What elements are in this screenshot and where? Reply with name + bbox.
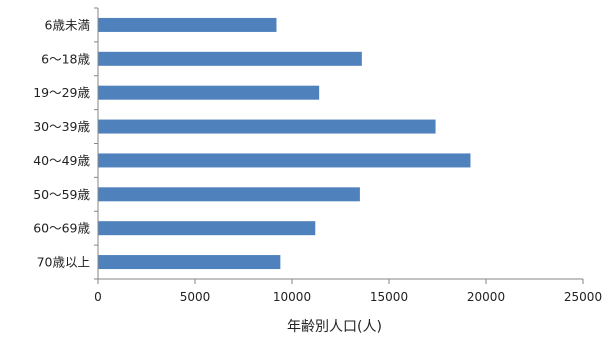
category-label: 50〜59歳 [33,187,90,202]
category-label: 19〜29歳 [33,85,90,100]
bar-4 [98,119,436,134]
category-label: 60〜69歳 [33,221,90,236]
x-tick-label: 5000 [180,290,211,304]
category-label: 70歳以上 [37,255,90,270]
x-tick-label: 0 [94,290,102,304]
x-axis-ticks [97,279,584,284]
x-tick-label: 20000 [467,290,505,304]
bar-3 [98,85,320,100]
category-label: 6歳未満 [45,17,90,32]
bar-6 [98,187,360,202]
x-tick-label: 25000 [564,290,602,304]
bar-8 [98,255,281,270]
category-labels: 6歳未満 6〜18歳 19〜29歳 30〜39歳 40〜49歳 50〜59歳 60〜69歳 7… [33,17,90,269]
x-axis-title: 年齢別人口(人) [287,319,382,335]
category-label: 6〜18歳 [41,51,90,66]
x-tick-labels: 0 5000 10000 15000 20000 25000 [94,290,602,304]
bar-1 [98,17,277,32]
x-tick-label: 15000 [370,290,408,304]
x-tick-label: 10000 [273,290,311,304]
bar-5 [98,153,471,168]
bar-7 [98,221,316,236]
bar-2 [98,51,362,66]
category-label: 40〜49歳 [33,153,90,168]
bars-group [98,17,471,270]
category-label: 30〜39歳 [33,119,90,134]
y-axis-ticks [94,7,98,280]
